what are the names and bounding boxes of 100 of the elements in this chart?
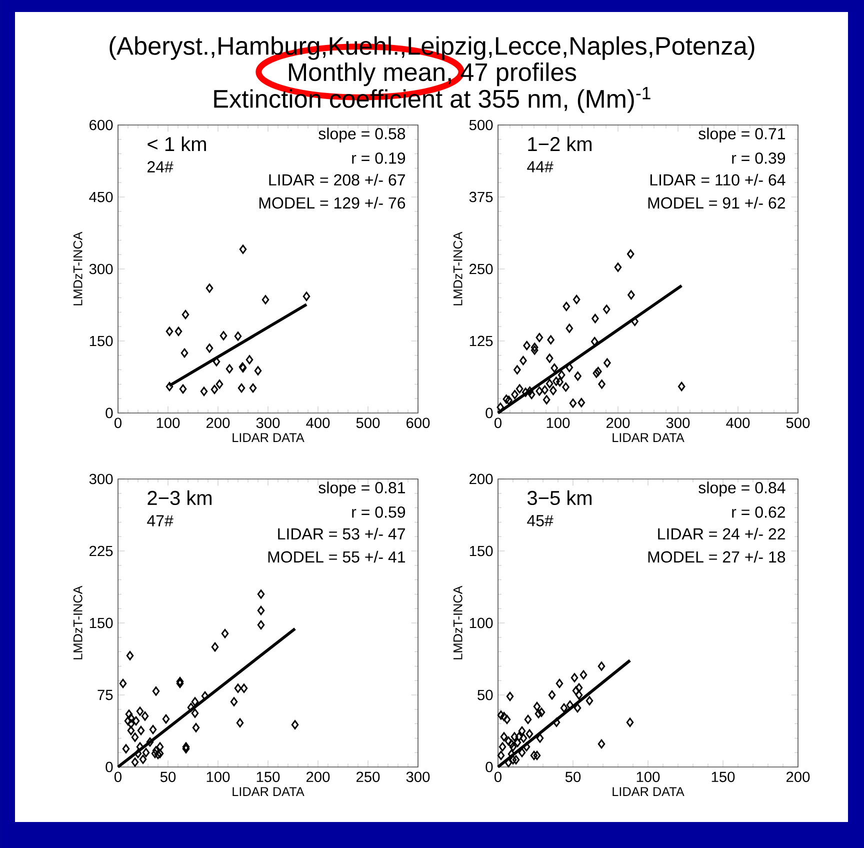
point <box>546 354 554 363</box>
y-tick-label: 150 <box>470 546 493 556</box>
point <box>182 310 190 320</box>
point <box>206 344 214 353</box>
point <box>626 718 634 727</box>
point <box>201 691 209 701</box>
point <box>257 590 265 599</box>
point <box>182 742 190 752</box>
y-axis-title: LMDzT-INCA <box>453 586 462 660</box>
y-tick-label: 450 <box>89 192 113 202</box>
point <box>631 316 638 326</box>
point <box>536 332 544 342</box>
point <box>520 356 527 366</box>
annotation: slope = 0.81 <box>318 482 405 497</box>
point <box>142 748 150 758</box>
point <box>191 708 199 718</box>
annotation: LIDAR = 24 +/- 22 <box>658 528 785 540</box>
point <box>570 673 578 682</box>
point <box>152 686 160 696</box>
annotation: MODEL = 27 +/- 18 <box>648 550 786 563</box>
y-tick-label: 250 <box>470 264 493 274</box>
point <box>530 750 538 760</box>
point <box>590 336 598 346</box>
point <box>586 696 594 706</box>
point <box>122 744 130 754</box>
point <box>502 394 510 404</box>
point <box>614 262 622 272</box>
point <box>508 739 516 749</box>
point <box>238 383 246 393</box>
point <box>518 726 526 736</box>
y-tick-label: 0 <box>106 408 113 418</box>
point <box>139 754 147 764</box>
point <box>514 365 521 374</box>
point <box>566 700 574 710</box>
point <box>560 703 568 713</box>
annotation: 24# <box>148 161 174 172</box>
annotation: r = 0.39 <box>732 152 786 164</box>
point <box>146 737 154 747</box>
point <box>246 355 254 364</box>
point <box>180 348 188 358</box>
point <box>575 690 583 700</box>
y-tick-label: 125 <box>470 336 493 346</box>
point <box>598 739 606 749</box>
point <box>516 384 524 394</box>
x-tick-label: 0 <box>494 772 502 782</box>
point <box>211 642 219 652</box>
point <box>216 380 224 389</box>
point <box>497 750 505 760</box>
point <box>192 723 200 732</box>
x-tick-label: 200 <box>306 772 330 782</box>
x-tick-label: 300 <box>666 418 690 428</box>
point <box>556 678 564 688</box>
point <box>578 398 586 408</box>
point <box>221 628 229 638</box>
point <box>536 734 544 743</box>
point <box>156 742 164 752</box>
point <box>562 382 570 392</box>
x-tick-label: 200 <box>206 418 230 428</box>
point <box>511 390 518 400</box>
y-tick-label: 600 <box>90 120 113 130</box>
y-tick-label: 150 <box>90 336 113 346</box>
point <box>562 302 570 312</box>
point <box>257 620 265 630</box>
point <box>162 714 170 724</box>
point <box>141 712 149 721</box>
y-tick-label: 150 <box>90 618 113 628</box>
x-tick-label: 100 <box>546 418 570 428</box>
point <box>249 383 257 393</box>
y-tick-label: 225 <box>90 546 113 556</box>
point <box>179 384 187 394</box>
point <box>547 335 554 344</box>
point <box>200 386 208 396</box>
x-axis-title: LIDAR DATA <box>232 787 304 796</box>
y-tick-label: 300 <box>89 474 113 484</box>
point <box>176 676 184 686</box>
annotation: LIDAR = 110 +/- 64 <box>650 174 786 186</box>
point <box>580 670 588 680</box>
point <box>536 386 544 396</box>
annotation: MODEL = 91 +/- 62 <box>648 196 785 209</box>
point <box>131 758 139 767</box>
point <box>598 380 606 389</box>
point <box>503 714 511 724</box>
point <box>528 390 536 400</box>
point <box>533 702 541 712</box>
y-tick-label: 500 <box>469 120 493 130</box>
point <box>497 710 505 720</box>
annotation: LIDAR = 208 +/- 67 <box>269 174 405 186</box>
x-tick-label: 50 <box>565 772 581 782</box>
x-tick-label: 50 <box>160 772 176 782</box>
annotation: slope = 0.84 <box>698 482 786 497</box>
point <box>538 708 546 717</box>
point <box>125 710 133 719</box>
y-tick-label: 0 <box>486 762 493 772</box>
point <box>239 244 247 254</box>
point <box>509 755 517 764</box>
point <box>542 395 550 404</box>
point <box>678 382 686 392</box>
x-tick-label: 100 <box>636 772 660 782</box>
point <box>302 292 310 301</box>
y-axis-title: LMDzT-INCA <box>73 232 82 306</box>
